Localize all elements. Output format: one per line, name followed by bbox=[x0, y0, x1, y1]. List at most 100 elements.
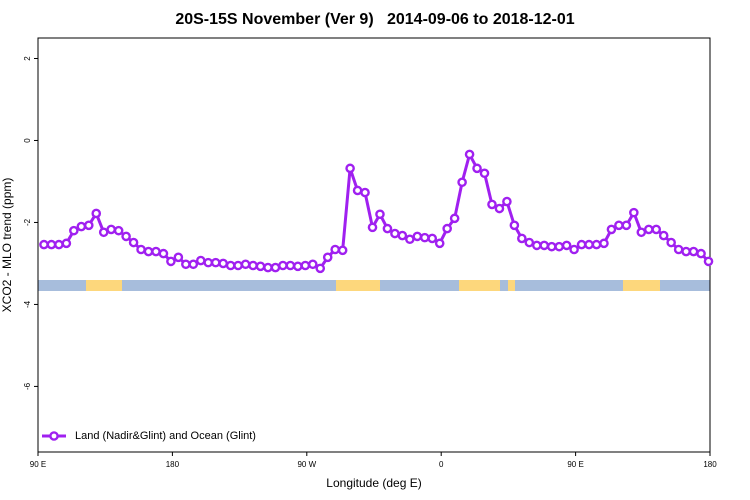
land-band bbox=[508, 280, 515, 291]
data-point bbox=[629, 207, 639, 218]
data-point bbox=[54, 239, 64, 250]
legend-label: Land (Nadir&Glint) and Ocean (Glint) bbox=[75, 430, 256, 442]
data-point bbox=[91, 208, 102, 219]
data-point bbox=[188, 259, 199, 270]
data-point bbox=[360, 187, 370, 198]
x-tick-label: 90 E bbox=[567, 460, 583, 469]
data-point bbox=[449, 213, 460, 224]
data-point bbox=[643, 224, 654, 235]
data-point bbox=[195, 255, 206, 266]
land-band bbox=[336, 280, 380, 291]
data-point bbox=[442, 223, 452, 234]
data-point bbox=[128, 237, 139, 248]
x-tick-label: 180 bbox=[703, 460, 717, 469]
data-point bbox=[315, 263, 326, 274]
data-point bbox=[367, 222, 378, 233]
data-point bbox=[210, 257, 221, 268]
data-point bbox=[599, 238, 609, 249]
data-point bbox=[673, 244, 684, 255]
data-point bbox=[46, 239, 57, 250]
data-point bbox=[39, 239, 49, 250]
x-axis-label: Longitude (deg E) bbox=[326, 476, 421, 490]
plot-frame bbox=[37, 37, 711, 453]
data-point bbox=[307, 259, 318, 270]
data-point bbox=[651, 224, 662, 235]
data-point bbox=[509, 220, 520, 231]
data-point bbox=[434, 238, 445, 249]
data-point bbox=[136, 244, 146, 255]
surface-strip bbox=[38, 280, 710, 291]
data-point bbox=[546, 241, 557, 252]
data-point bbox=[427, 233, 438, 244]
data-point bbox=[98, 227, 109, 238]
data-point bbox=[263, 262, 273, 273]
data-point bbox=[696, 248, 706, 259]
data-point bbox=[494, 203, 505, 214]
data-point bbox=[457, 177, 467, 188]
data-point bbox=[688, 246, 699, 257]
x-tick-label: 90 W bbox=[297, 460, 316, 469]
data-point bbox=[405, 234, 415, 245]
data-point bbox=[240, 259, 251, 270]
data-point bbox=[270, 262, 281, 273]
data-point bbox=[703, 256, 714, 267]
data-point bbox=[539, 240, 550, 251]
data-point bbox=[502, 196, 512, 207]
data-point bbox=[666, 237, 676, 248]
data-point bbox=[531, 240, 542, 251]
data-point bbox=[233, 260, 243, 271]
data-point bbox=[472, 163, 482, 174]
data-point bbox=[464, 149, 475, 160]
data-point bbox=[285, 260, 296, 271]
data-point bbox=[248, 260, 258, 271]
data-point bbox=[322, 252, 333, 263]
data-point bbox=[352, 185, 363, 196]
data-point bbox=[658, 230, 669, 241]
data-point bbox=[330, 244, 340, 255]
y-tick-label: -2 bbox=[23, 218, 32, 226]
data-point bbox=[218, 258, 228, 269]
data-point bbox=[181, 259, 191, 270]
y-tick-label: -6 bbox=[23, 382, 32, 390]
x-tick-label: 90 E bbox=[30, 460, 46, 469]
data-point bbox=[487, 199, 497, 210]
data-point bbox=[345, 163, 355, 174]
x-tick-label: 180 bbox=[166, 460, 180, 469]
data-point bbox=[636, 227, 647, 238]
data-point bbox=[591, 239, 602, 250]
data-point bbox=[397, 230, 408, 241]
data-point bbox=[300, 260, 311, 271]
data-point bbox=[293, 261, 303, 272]
data-point bbox=[121, 231, 131, 242]
x-tick-label: 0 bbox=[439, 460, 444, 469]
y-tick-label: -4 bbox=[23, 300, 32, 308]
data-point bbox=[76, 221, 87, 232]
data-point bbox=[576, 239, 587, 250]
data-point bbox=[337, 245, 348, 256]
data-point bbox=[151, 246, 161, 257]
data-point bbox=[419, 232, 430, 243]
land-band bbox=[86, 280, 122, 291]
data-point bbox=[61, 238, 72, 249]
data-point bbox=[158, 248, 169, 259]
data-point bbox=[113, 225, 124, 236]
chart-title: 20S-15S November (Ver 9) 2014-09-06 to 2… bbox=[175, 11, 574, 28]
land-band bbox=[459, 280, 500, 291]
data-point bbox=[584, 239, 594, 250]
y-tick-label: 2 bbox=[23, 56, 32, 61]
y-tick-label: 0 bbox=[23, 138, 32, 143]
data-point bbox=[390, 228, 400, 239]
data-point bbox=[479, 168, 490, 179]
data-point bbox=[106, 224, 116, 235]
data-point bbox=[517, 233, 527, 244]
land-band bbox=[623, 280, 660, 291]
data-point bbox=[203, 257, 214, 268]
data-point bbox=[278, 260, 288, 271]
legend-marker bbox=[49, 431, 59, 441]
data-point bbox=[225, 260, 236, 271]
data-point bbox=[412, 231, 423, 242]
data-point bbox=[375, 209, 385, 220]
data-point bbox=[554, 241, 564, 252]
